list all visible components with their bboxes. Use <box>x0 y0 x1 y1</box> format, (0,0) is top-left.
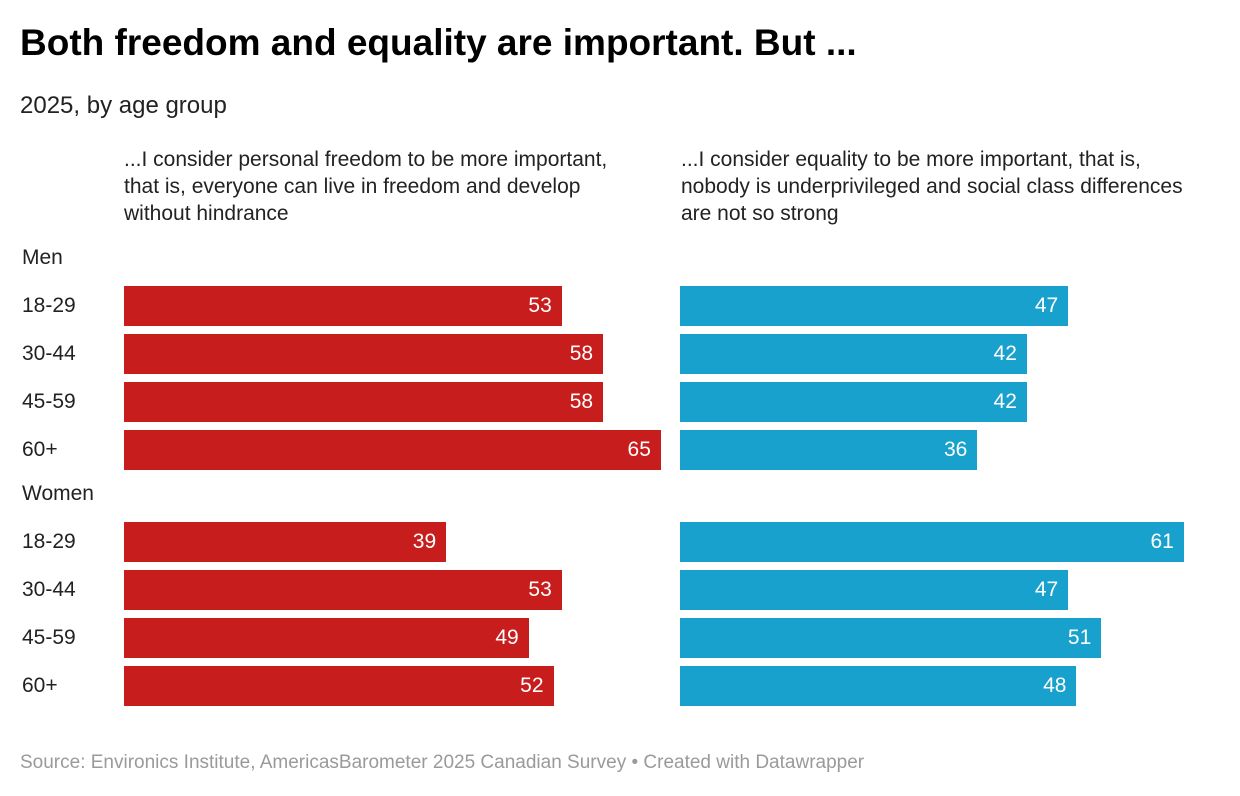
bar-equality: 47 <box>680 570 1069 610</box>
bar-freedom: 53 <box>124 570 562 610</box>
group-label: Women <box>22 482 94 505</box>
chart-title: Both freedom and equality are important.… <box>20 22 857 63</box>
bar-freedom: 39 <box>124 522 447 562</box>
row-label: 60+ <box>22 438 58 461</box>
value-label: 58 <box>569 342 594 365</box>
source-footer: Source: Environics Institute, AmericasBa… <box>20 752 865 773</box>
value-label: 47 <box>1034 294 1059 317</box>
row-label: 18-29 <box>22 530 76 553</box>
bar-freedom: 49 <box>124 618 529 658</box>
row-label: 45-59 <box>22 390 76 413</box>
row-label: 30-44 <box>22 342 76 365</box>
value-label: 52 <box>520 674 544 697</box>
chart-subtitle: 2025, by age group <box>20 92 227 119</box>
value-label: 53 <box>528 578 552 601</box>
value-label: 51 <box>1067 626 1092 649</box>
row-label: 18-29 <box>22 294 76 317</box>
bar-equality: 61 <box>680 522 1184 562</box>
value-label: 58 <box>569 390 594 413</box>
value-label: 53 <box>528 294 552 317</box>
bar-freedom: 58 <box>124 382 604 422</box>
bar-freedom: 58 <box>124 334 604 374</box>
bar-freedom: 52 <box>124 666 554 706</box>
value-label: 36 <box>944 438 968 461</box>
bar-equality: 42 <box>680 382 1027 422</box>
value-label: 49 <box>495 626 519 649</box>
bar-equality: 42 <box>680 334 1027 374</box>
bar-freedom: 65 <box>124 430 661 470</box>
bar-equality: 51 <box>680 618 1102 658</box>
value-label: 61 <box>1150 530 1174 553</box>
bar-equality: 48 <box>680 666 1077 706</box>
value-label: 42 <box>993 342 1017 365</box>
bar-freedom: 53 <box>124 286 562 326</box>
value-label: 39 <box>412 530 437 553</box>
value-label: 48 <box>1043 674 1067 697</box>
bar-equality: 47 <box>680 286 1069 326</box>
value-label: 47 <box>1034 578 1059 601</box>
row-label: 30-44 <box>22 578 76 601</box>
group-label: Men <box>22 246 63 269</box>
column-header-equality: ...I consider equality to be more import… <box>681 148 1183 225</box>
row-label: 60+ <box>22 674 58 697</box>
row-label: 45-59 <box>22 626 76 649</box>
value-label: 42 <box>993 390 1017 413</box>
value-label: 65 <box>627 438 651 461</box>
column-header-freedom: ...I consider personal freedom to be mor… <box>124 148 608 225</box>
bar-equality: 36 <box>680 430 978 470</box>
